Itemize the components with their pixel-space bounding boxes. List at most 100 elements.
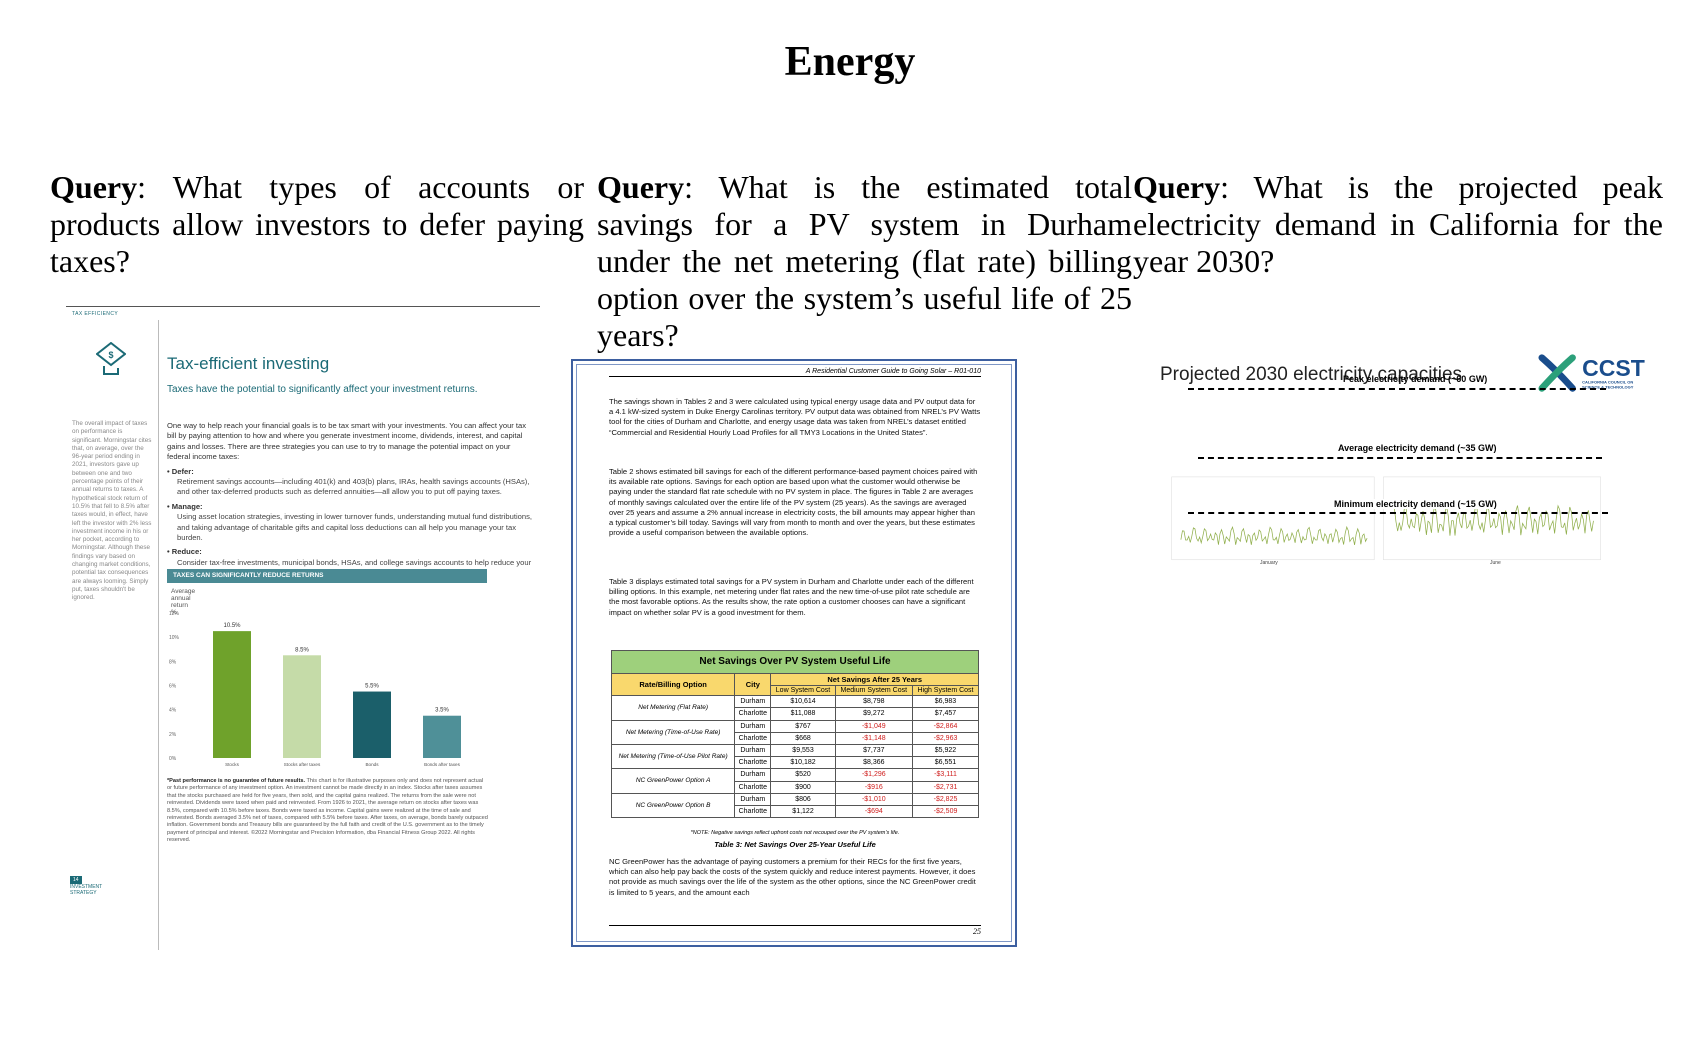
returns-bar-chart: 0% 2% 4% 6% 8% 10% 12% 10.5% Stocks 8.5% Stocks af… bbox=[169, 611, 461, 767]
query-3: Query: What is the projected peak electr… bbox=[1133, 169, 1663, 280]
med-cell: $8,798 bbox=[834, 695, 913, 709]
high-cell: $6,551 bbox=[911, 756, 980, 770]
y-tick-label: 2% bbox=[169, 732, 177, 738]
header-rule bbox=[66, 306, 540, 307]
high-cell: -$2,864 bbox=[911, 719, 980, 733]
right-xlabel: June bbox=[1490, 560, 1501, 566]
table-row: Charlotte $1,122 -$694 -$2,509 bbox=[612, 805, 980, 819]
column-divider bbox=[158, 320, 159, 950]
page-number: 25 bbox=[973, 927, 981, 936]
med-cell: -$1,148 bbox=[834, 731, 913, 746]
query-text: : What types of accounts or products all… bbox=[50, 169, 584, 279]
demand-time-series bbox=[1171, 476, 1601, 561]
bar-value-label: 8.5% bbox=[295, 647, 309, 653]
col-city: City bbox=[734, 672, 772, 697]
peak-demand-line bbox=[1188, 388, 1606, 390]
high-cell: -$2,731 bbox=[911, 780, 980, 794]
y-tick-label: 8% bbox=[169, 659, 177, 665]
table-row: Net Metering (Flat Rate) Durham $10,614 … bbox=[610, 695, 980, 721]
bar bbox=[353, 691, 391, 758]
col-medium: Medium System Cost bbox=[834, 685, 913, 697]
ccst-logo: CCST CALIFORNIA COUNCIL ON SCIENCE & TEC… bbox=[1538, 354, 1645, 392]
city-cell: Durham bbox=[734, 768, 772, 782]
footnote-text: This chart is for illustrative purposes … bbox=[167, 778, 488, 844]
footer-rule bbox=[609, 925, 981, 926]
med-cell: -$1,049 bbox=[834, 719, 913, 733]
bullet-manage: • Manage: Using asset location strategie… bbox=[167, 502, 535, 544]
average-demand-label: Average electricity demand (~35 GW) bbox=[1338, 443, 1497, 453]
table-row: Charlotte $668 -$1,148 -$2,963 bbox=[612, 731, 980, 746]
low-cell: $10,182 bbox=[770, 756, 836, 770]
bar-value-label: 5.5% bbox=[365, 684, 379, 690]
table-title: Net Savings Over PV System Useful Life bbox=[611, 650, 979, 674]
bullet-head: Manage: bbox=[171, 501, 203, 511]
med-cell: $7,737 bbox=[834, 744, 913, 758]
paragraph-3: Table 3 displays estimated total savings… bbox=[609, 577, 974, 617]
peak-demand-label: Peak electricity demand (~60 GW) bbox=[1343, 374, 1488, 384]
january-demand-frame bbox=[1171, 476, 1375, 561]
med-cell: -$1,010 bbox=[834, 792, 913, 807]
logo-text: CCST bbox=[1582, 355, 1645, 381]
option-cell: Net Metering (Time-of-Use Pilot Rate) bbox=[610, 744, 736, 770]
low-cell: $1,122 bbox=[770, 805, 836, 819]
slide-title: Projected 2030 electricity capacities bbox=[1160, 364, 1463, 385]
low-cell: $668 bbox=[770, 731, 836, 746]
paragraph-4: NC GreenPower has the advantage of payin… bbox=[609, 857, 976, 897]
chart-footnote: *Past performance is no guarantee of fut… bbox=[167, 778, 489, 845]
med-cell: $8,366 bbox=[834, 756, 913, 770]
option-cell: Net Metering (Time-of-Use Rate) bbox=[610, 719, 736, 746]
table-row: NC GreenPower Option A Durham $520 -$1,2… bbox=[610, 768, 980, 794]
city-cell: Charlotte bbox=[734, 731, 772, 746]
page-section-label: INVESTMENT STRATEGY bbox=[70, 884, 103, 896]
bullet-head: Reduce: bbox=[171, 547, 202, 557]
doc-title: Tax-efficient investing bbox=[167, 354, 330, 373]
table-row: Net Metering (Time-of-Use Rate) Durham $… bbox=[610, 719, 980, 746]
col-high: High System Cost bbox=[911, 685, 980, 697]
table-row: Net Metering (Time-of-Use Pilot Rate) Du… bbox=[610, 744, 980, 770]
table-row: Charlotte $10,182 $8,366 $6,551 bbox=[612, 756, 980, 770]
paragraph-1: The savings shown in Tables 2 and 3 were… bbox=[609, 397, 981, 437]
intro-paragraph: One way to help reach your financial goa… bbox=[167, 421, 527, 462]
y-tick-label: 4% bbox=[169, 708, 177, 714]
sidebar-text: The overall impact of taxes on performan… bbox=[72, 420, 152, 602]
y-tick-label: 6% bbox=[169, 684, 177, 690]
query-2: Query: What is the estimated total savin… bbox=[597, 169, 1132, 354]
category-label: Stocks bbox=[225, 762, 239, 767]
category-label: Stocks after taxes bbox=[284, 762, 321, 767]
high-cell: -$2,825 bbox=[911, 792, 980, 807]
low-cell: $767 bbox=[770, 719, 836, 733]
low-cell: $10,614 bbox=[770, 695, 836, 709]
running-head: A Residential Customer Guide to Going So… bbox=[609, 368, 981, 377]
col-low: Low System Cost bbox=[770, 685, 836, 697]
bullet-defer: • Defer: Retirement savings accounts—inc… bbox=[167, 467, 535, 498]
table-note: *NOTE: Negative savings reflect upfront … bbox=[690, 830, 900, 836]
low-cell: $9,553 bbox=[770, 744, 836, 758]
query-label: Query bbox=[1133, 169, 1221, 205]
left-xlabel: January bbox=[1260, 560, 1278, 566]
y-tick-label: 10% bbox=[169, 635, 180, 641]
high-cell: -$2,963 bbox=[911, 731, 980, 746]
page-inner-border bbox=[576, 364, 1012, 942]
logo-subtext: CALIFORNIA COUNCIL ON bbox=[1582, 380, 1633, 385]
bar bbox=[283, 655, 321, 758]
minimum-demand-line bbox=[1188, 512, 1608, 514]
table-row: Charlotte $900 -$916 -$2,731 bbox=[612, 780, 980, 794]
section-label: TAX EFFICIENCY bbox=[72, 311, 119, 317]
bar bbox=[213, 631, 251, 758]
city-cell: Durham bbox=[734, 719, 772, 733]
table-row: NC GreenPower Option B Durham $806 -$1,0… bbox=[610, 792, 980, 819]
chart-subtitle: Average annual return % bbox=[171, 588, 196, 616]
low-cell: $806 bbox=[770, 792, 836, 807]
bar-value-label: 10.5% bbox=[223, 623, 241, 629]
med-cell: $9,272 bbox=[834, 707, 913, 721]
query-label: Query bbox=[50, 169, 138, 205]
paragraph-2: Table 2 shows estimated bill savings for… bbox=[609, 467, 978, 538]
option-cell: NC GreenPower Option B bbox=[610, 792, 736, 819]
col-group: Net Savings After 25 Years bbox=[770, 672, 979, 687]
city-cell: Charlotte bbox=[734, 756, 772, 770]
option-cell: Net Metering (Flat Rate) bbox=[610, 695, 736, 721]
tax-document-page: TAX EFFICIENCY $ Tax-efficient investing… bbox=[66, 300, 540, 965]
option-cell: NC GreenPower Option A bbox=[610, 768, 736, 794]
chart-header: TAXES CAN SIGNIFICANTLY REDUCE RETURNS bbox=[167, 569, 487, 583]
city-cell: Durham bbox=[734, 744, 772, 758]
